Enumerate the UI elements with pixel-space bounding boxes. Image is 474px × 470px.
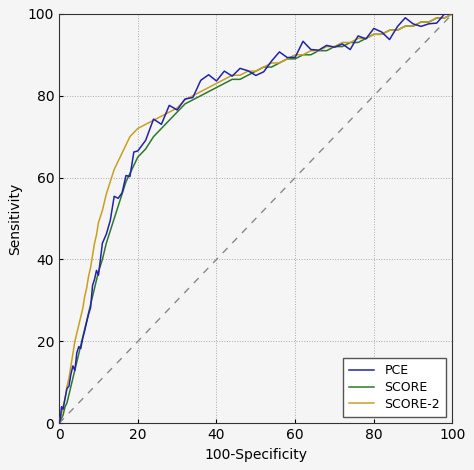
Y-axis label: Sensitivity: Sensitivity — [9, 182, 22, 255]
X-axis label: 100-Specificity: 100-Specificity — [204, 447, 307, 462]
PCE — [56, 421, 62, 426]
SCORE-2 — [450, 11, 456, 16]
SCORE-2 — [166, 109, 172, 115]
SCORE-2 — [119, 150, 125, 156]
PCE — [442, 11, 447, 16]
SCORE — [450, 11, 456, 16]
PCE — [206, 72, 211, 78]
Line: SCORE: SCORE — [59, 14, 453, 423]
SCORE — [119, 191, 125, 197]
PCE — [88, 305, 93, 310]
SCORE — [96, 269, 101, 274]
SCORE-2 — [96, 220, 101, 226]
PCE — [269, 58, 274, 64]
PCE — [108, 218, 113, 223]
SCORE-2 — [418, 19, 424, 25]
SCORE — [166, 118, 172, 123]
Line: SCORE-2: SCORE-2 — [59, 14, 453, 423]
SCORE — [60, 412, 66, 418]
SCORE — [229, 77, 235, 82]
SCORE-2 — [60, 404, 66, 410]
Line: PCE: PCE — [59, 14, 453, 423]
PCE — [245, 68, 251, 74]
Legend: PCE, SCORE, SCORE-2: PCE, SCORE, SCORE-2 — [343, 358, 446, 417]
PCE — [450, 11, 456, 16]
SCORE-2 — [56, 421, 62, 426]
SCORE — [418, 19, 424, 25]
SCORE — [56, 421, 62, 426]
SCORE-2 — [229, 72, 235, 78]
PCE — [74, 350, 80, 356]
